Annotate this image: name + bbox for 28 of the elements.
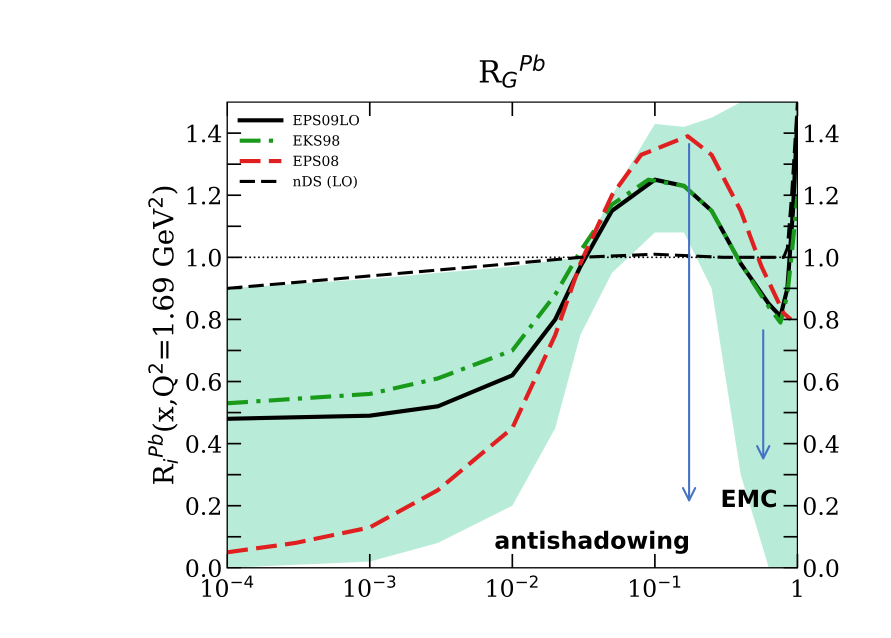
chart-title: R$_{G}$$^{Pb}$ [480,54,545,88]
y-axis-title: R$_{i}$$^{Pb}$(x,Q$^{2}$=1.69 GeV$^{2}$) [148,186,178,484]
y-tick-label: 1.2 [188,186,220,205]
x-tick-label: 10$^{−1}$ [630,576,680,598]
y-tick-label: 0.8 [186,310,221,329]
y2-tick-label: 0.4 [804,435,839,453]
y2-tick-label: 1.0 [805,248,838,267]
y-tick-label: 0.4 [186,435,222,453]
y2-tick-label: 0.0 [804,559,838,578]
legend-label: EPS08 [293,156,338,166]
y2-tick-label: 0.8 [804,310,838,329]
y2-tick-label: 0.6 [804,372,838,391]
annotation: EMC [722,489,776,508]
y-tick-label: 0.2 [186,497,220,516]
y-tick-label: 0.6 [186,372,221,391]
y-tick-label: 0.0 [186,559,221,578]
legend-label: EKS98 [293,135,340,146]
y2-tick-label: 0.2 [804,497,838,516]
legend-label: EPS09LO [293,114,359,126]
y-tick-label: 1.4 [188,124,222,142]
y2-tick-label: 1.2 [805,186,838,205]
x-tick-label: 10$^{−3}$ [344,575,396,598]
annotation: antishadowing [495,530,688,554]
legend-label: nDS (LO) [292,176,357,188]
y-tick-label: 1.0 [188,248,221,267]
x-tick-label: 1 [792,579,802,597]
x-tick-label: 10$^{−2}$ [487,575,538,598]
y2-tick-label: 1.4 [805,124,839,142]
